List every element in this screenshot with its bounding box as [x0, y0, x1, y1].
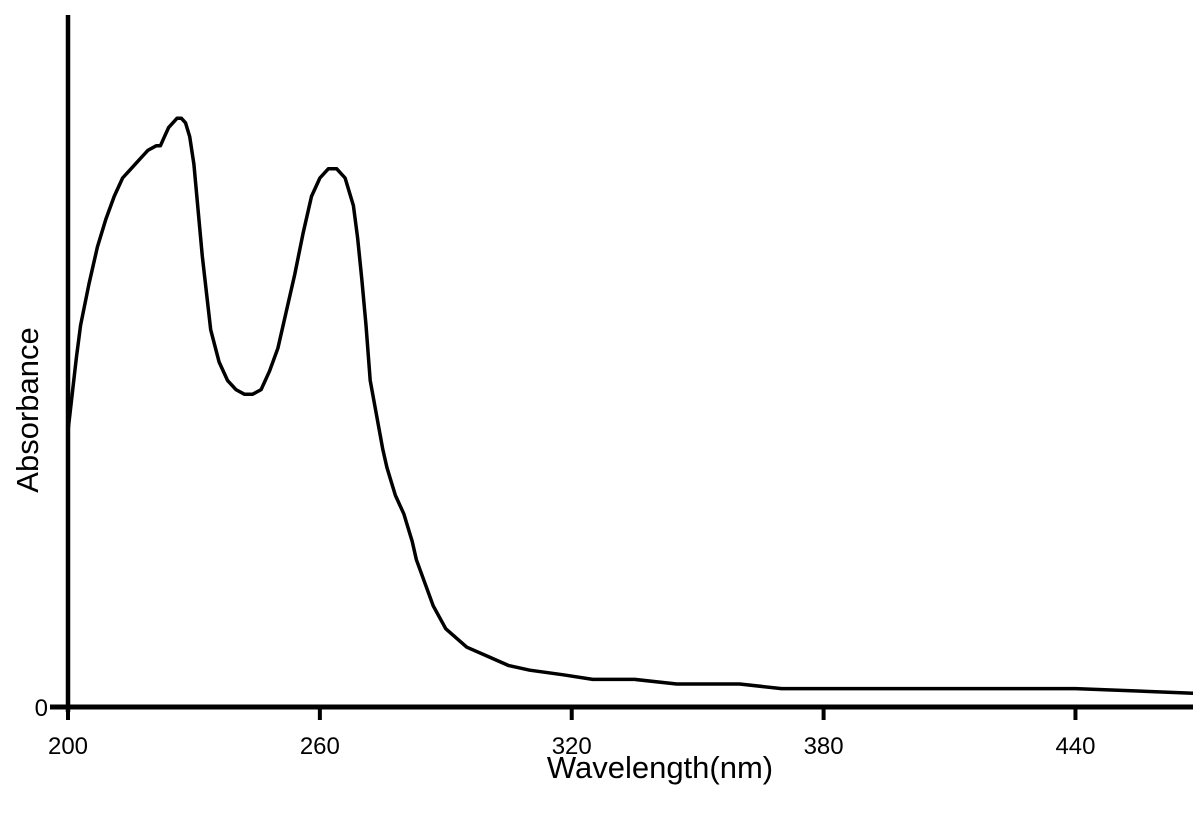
plot-area	[66, 116, 1193, 695]
x-tick-label: 200	[48, 733, 88, 760]
y-axis-title: Absorbance	[10, 327, 45, 492]
spectrum-line	[66, 116, 1193, 695]
y-axis-ticks: 0	[35, 695, 68, 722]
y-tick-label: 0	[35, 695, 48, 722]
x-tick-label: 440	[1055, 733, 1095, 760]
x-tick-label: 260	[300, 733, 340, 760]
x-tick-label: 380	[804, 733, 844, 760]
x-axis-title: Wavelength(nm)	[547, 750, 773, 785]
x-tick-label: 320	[552, 733, 592, 760]
x-axis-ticks: 200 260 320 380 440	[48, 707, 1095, 760]
